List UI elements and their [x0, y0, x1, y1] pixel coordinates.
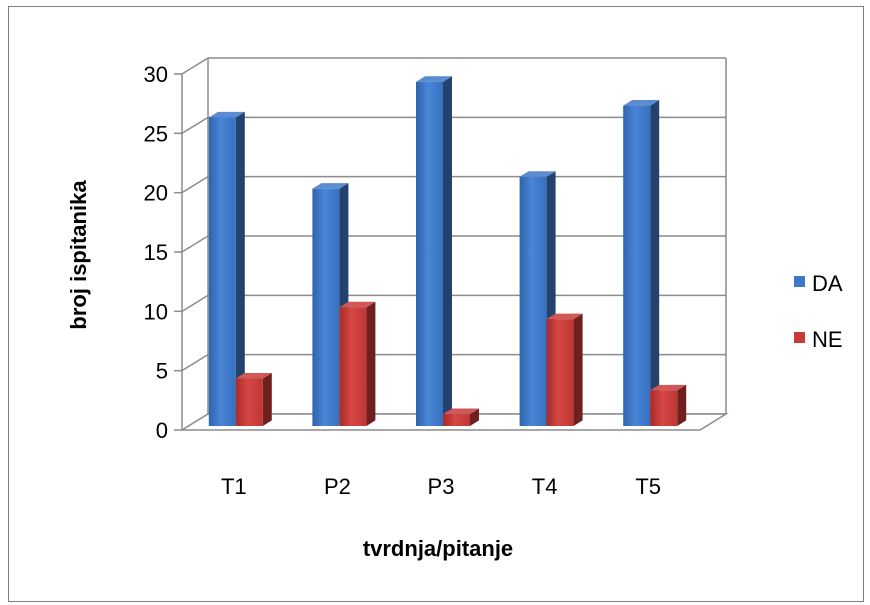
bar-da-t1	[208, 111, 245, 427]
x-tick-label: T4	[532, 474, 558, 499]
legend: DA NE	[794, 271, 843, 352]
bar-front	[416, 81, 443, 426]
bar-side	[366, 301, 376, 426]
bar-ne-p3	[443, 408, 479, 426]
bar-front	[623, 105, 651, 426]
bar-front	[312, 188, 340, 426]
bar-top	[443, 408, 479, 415]
bar-da-t5	[623, 100, 660, 427]
bar-ne-p2	[339, 301, 376, 426]
y-tick-label: 20	[144, 181, 168, 206]
bar-side	[677, 384, 687, 426]
legend-item-da: DA	[794, 271, 843, 296]
bar-front	[546, 319, 574, 426]
bar-front	[443, 414, 470, 426]
side-wall-line	[181, 57, 209, 75]
y-tick-label: 30	[144, 62, 168, 87]
bar-top	[623, 100, 660, 106]
y-tick-label: 15	[144, 240, 168, 265]
bar-top	[339, 301, 376, 308]
bar-ne-t5	[650, 384, 687, 426]
y-tick-label: 25	[144, 121, 168, 146]
side-wall-line	[181, 176, 209, 194]
y-axis-title: broj ispitanika	[66, 180, 91, 330]
bar-side	[650, 100, 660, 427]
bar-side	[235, 111, 245, 427]
bar-side	[262, 372, 272, 426]
bar-top	[416, 76, 452, 82]
legend-swatch	[794, 332, 805, 343]
bar-top	[208, 111, 245, 118]
bar-front	[650, 390, 678, 426]
bar-side	[470, 408, 479, 426]
bar-front	[519, 176, 547, 426]
y-tick-label: 10	[144, 299, 168, 324]
x-tick-label: P2	[324, 474, 351, 499]
side-wall-line	[181, 354, 209, 372]
bar-top	[546, 313, 583, 320]
bar-da-p3	[416, 76, 452, 426]
side-wall-line	[181, 116, 209, 134]
y-tick-label: 5	[156, 359, 168, 384]
legend-item-ne: NE	[794, 327, 843, 352]
x-tick-label: T5	[635, 474, 661, 499]
legend-label: DA	[812, 271, 843, 296]
x-tick-label: P3	[428, 474, 455, 499]
bar-ne-t1	[235, 372, 272, 426]
bar-top	[235, 372, 272, 379]
y-tick-label: 0	[156, 418, 168, 443]
x-tick-label: T1	[221, 474, 247, 499]
labels-layer: 0 5 10 15 20 25 30 T1 P2 P3 T4 T5	[144, 62, 662, 499]
bar-top	[650, 384, 687, 391]
bar-front	[339, 307, 367, 426]
bars-layer	[208, 76, 687, 427]
side-wall-line	[181, 294, 209, 312]
bar-ne-t4	[546, 313, 583, 426]
legend-label: NE	[812, 327, 843, 352]
bar-side	[573, 313, 583, 426]
bar-side	[443, 76, 452, 426]
bar-top	[519, 171, 556, 177]
bar-front	[235, 378, 263, 426]
bar-front	[208, 117, 236, 426]
side-wall-line	[181, 235, 209, 253]
legend-swatch	[794, 276, 805, 287]
bar-top	[312, 183, 349, 189]
x-axis-title: tvrdnja/pitanje	[363, 536, 513, 561]
